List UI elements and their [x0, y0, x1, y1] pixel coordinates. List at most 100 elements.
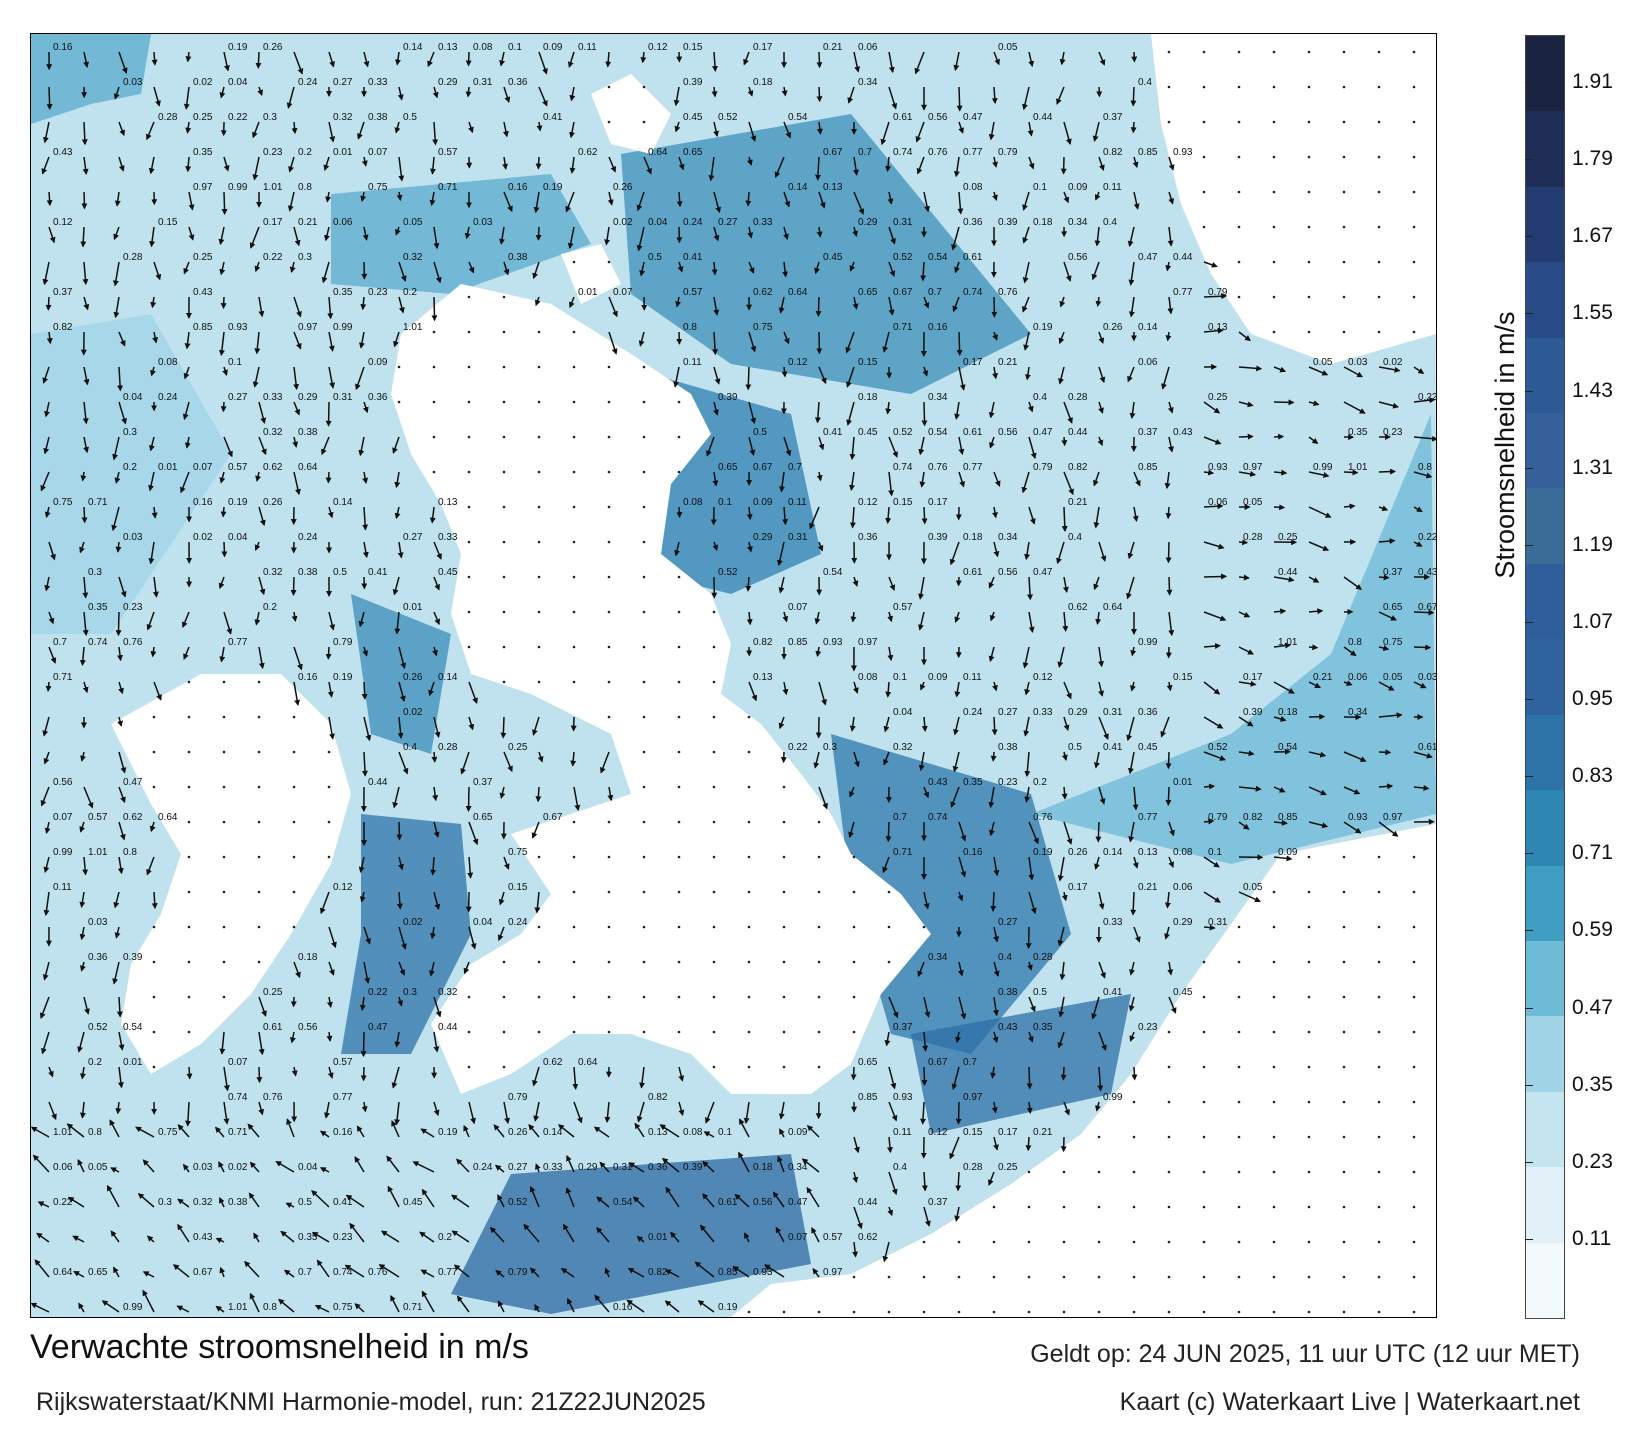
current-arrow	[497, 926, 505, 942]
no-current-dot	[712, 960, 716, 964]
current-arrow	[149, 821, 156, 833]
no-current-dot	[957, 1310, 961, 1314]
current-arrow	[499, 51, 506, 67]
current-arrow	[358, 856, 365, 873]
current-arrow	[1026, 1101, 1033, 1114]
current-speed-label: 0.06	[333, 217, 353, 228]
current-arrow	[818, 191, 826, 209]
current-arrow	[1093, 576, 1100, 591]
current-arrow	[40, 471, 50, 492]
current-arrow	[79, 961, 86, 972]
current-arrow	[953, 156, 960, 178]
current-speed-label: 0.17	[263, 217, 283, 228]
current-speed-label: 0.44	[1278, 567, 1298, 578]
current-arrow	[222, 366, 228, 376]
current-arrow	[1094, 856, 1100, 870]
current-arrow	[746, 541, 753, 553]
current-arrow	[219, 86, 226, 99]
current-arrow	[1168, 436, 1174, 453]
current-arrow	[468, 821, 479, 846]
no-current-dot	[1272, 1030, 1276, 1034]
current-arrow	[1057, 856, 1065, 882]
no-current-dot	[1272, 1100, 1276, 1104]
current-speed-label: 0.56	[53, 777, 73, 788]
current-arrow	[1203, 751, 1226, 761]
no-current-dot	[502, 575, 506, 579]
current-band	[351, 594, 451, 754]
current-speed-label: 0.56	[998, 427, 1018, 438]
current-arrow	[48, 646, 57, 664]
no-current-dot	[677, 575, 681, 579]
no-current-dot	[1342, 1310, 1346, 1314]
no-current-dot	[642, 785, 646, 789]
no-current-dot	[1202, 1275, 1206, 1279]
no-current-dot	[607, 715, 611, 719]
current-speed-label: 0.52	[508, 1197, 528, 1208]
current-arrow	[1378, 645, 1390, 651]
current-speed-label: 0.31	[1208, 917, 1228, 928]
current-arrow	[1167, 961, 1174, 976]
no-current-dot	[712, 820, 716, 824]
current-arrow	[572, 1066, 579, 1090]
current-speed-label: 0.41	[368, 567, 388, 578]
current-arrow	[280, 1230, 295, 1243]
current-speed-label: 0.14	[1138, 322, 1158, 333]
current-speed-label: 0.11	[683, 357, 702, 368]
no-current-dot	[1237, 925, 1241, 929]
colorbar-tick-mark	[1525, 699, 1533, 701]
current-arrow	[1165, 541, 1172, 564]
no-current-dot	[1202, 190, 1206, 194]
current-speed-label: 0.39	[718, 392, 738, 403]
current-speed-label: 0.38	[298, 567, 318, 578]
current-arrow	[48, 541, 56, 561]
current-speed-label: 0.29	[578, 1162, 598, 1173]
current-speed-label: 0.67	[543, 812, 563, 823]
colorbar-segment	[1526, 36, 1564, 113]
no-current-dot	[1377, 1275, 1381, 1279]
current-arrow	[1308, 644, 1319, 651]
current-arrow	[1127, 366, 1135, 383]
land-area	[731, 824, 1436, 1317]
no-current-dot	[222, 715, 226, 719]
current-arrow	[1413, 397, 1436, 404]
current-arrow	[118, 401, 127, 425]
current-arrow	[215, 1305, 225, 1313]
current-arrow	[991, 716, 998, 736]
current-arrow	[215, 1237, 225, 1244]
current-arrow	[344, 1264, 365, 1278]
current-speed-label: 0.08	[473, 42, 493, 53]
current-arrow	[677, 261, 684, 273]
current-arrow	[1063, 716, 1070, 732]
no-current-dot	[1377, 1030, 1381, 1034]
current-speed-label: 0.5	[298, 1197, 312, 1208]
no-current-dot	[607, 435, 611, 439]
current-arrow	[990, 751, 997, 762]
current-arrow	[888, 471, 895, 497]
no-current-dot	[1272, 85, 1276, 89]
current-arrow	[535, 786, 542, 803]
current-speed-map[interactable]: 0.16 0.19 0.26 0.14 0.13 0.08 0.1 0.09 0.11 0.12 0…	[30, 33, 1437, 1318]
current-arrow	[748, 261, 755, 274]
no-current-dot	[1272, 1275, 1276, 1279]
current-arrow	[534, 296, 541, 307]
current-speed-label: 0.28	[1068, 392, 1088, 403]
current-speed-label: 0.21	[298, 217, 318, 228]
current-arrow	[328, 716, 335, 740]
current-arrow	[1203, 716, 1224, 729]
current-speed-label: 0.82	[753, 637, 773, 648]
no-current-dot	[782, 1030, 786, 1034]
current-arrow	[915, 121, 925, 143]
current-speed-label: 0.08	[683, 497, 703, 508]
current-arrow	[678, 1066, 685, 1082]
no-current-dot	[817, 925, 821, 929]
no-current-dot	[1167, 1135, 1171, 1139]
no-current-dot	[257, 715, 261, 719]
no-current-dot	[1377, 85, 1381, 89]
no-current-dot	[642, 715, 646, 719]
current-speed-label: 0.36	[368, 392, 388, 403]
current-speed-label: 0.22	[1418, 392, 1436, 403]
no-current-dot	[1167, 1240, 1171, 1244]
current-arrow	[916, 156, 925, 175]
colorbar-tick-label: 1.07	[1572, 609, 1613, 633]
no-current-dot	[327, 785, 331, 789]
